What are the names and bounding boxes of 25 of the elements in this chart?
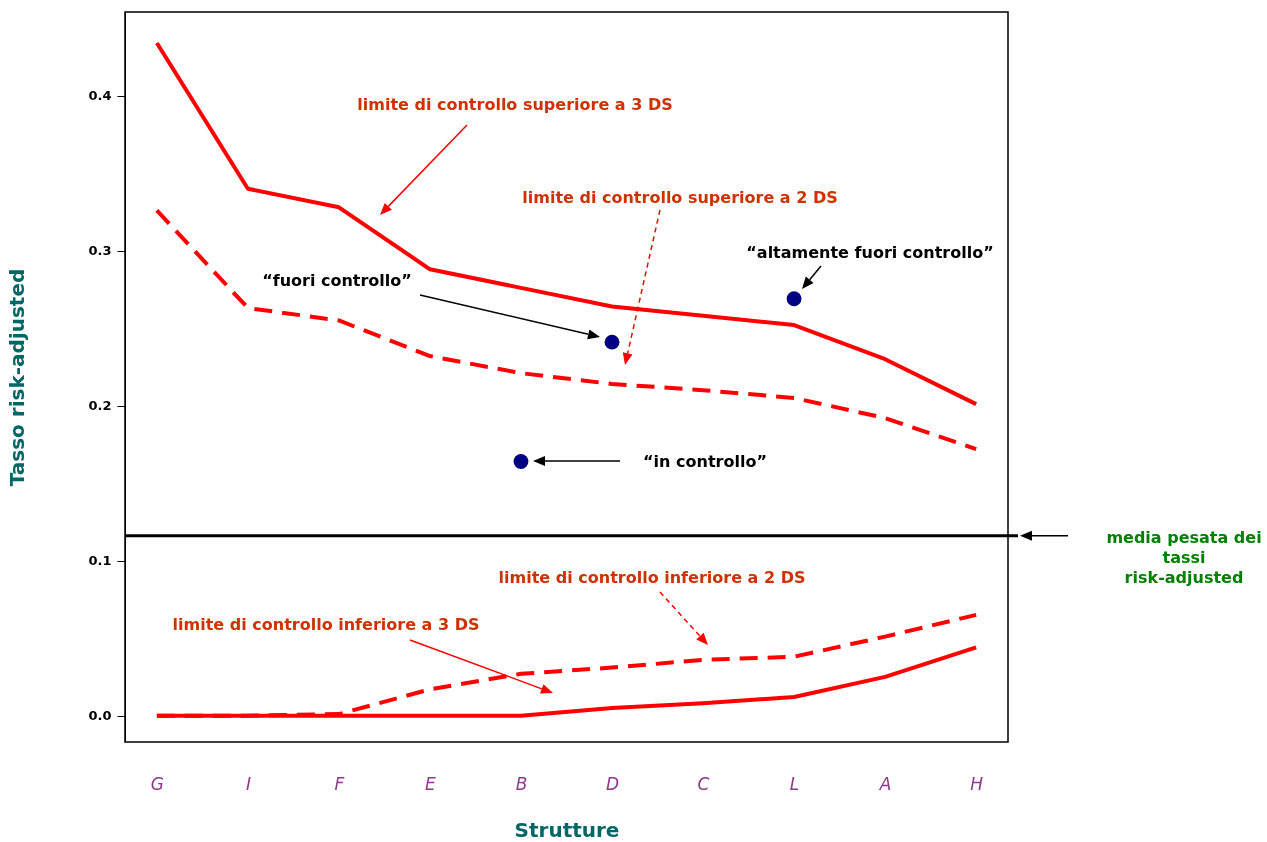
x-tick-label: F	[334, 773, 345, 794]
x-axis-title: Strutture	[514, 817, 620, 842]
x-tick-label: C	[697, 773, 710, 794]
x-tick-label: A	[878, 773, 892, 794]
y-tick-label: 0.1	[88, 553, 112, 569]
annotation: limite di controllo inferiore a 3 DS	[172, 615, 480, 634]
annotation: limite di controllo superiore a 3 DS	[357, 95, 673, 114]
annotation: “fuori controllo”	[262, 271, 412, 290]
x-tick-label: G	[150, 773, 164, 794]
annotation: limite di controllo inferiore a 2 DS	[498, 568, 806, 587]
x-tick-label: H	[970, 773, 984, 794]
x-tick-label: E	[425, 773, 437, 794]
y-tick-label: 0.0	[88, 708, 112, 724]
y-tick-label: 0.4	[88, 88, 112, 104]
y-tick-label: 0.3	[88, 243, 112, 259]
x-tick-label: I	[245, 773, 251, 794]
annotation: limite di controllo superiore a 2 DS	[522, 188, 838, 207]
y-tick-label: 0.2	[88, 398, 112, 414]
legend-label: media pesata dei tassi risk-adjusted	[1106, 527, 1262, 587]
x-tick-label: D	[605, 773, 620, 794]
x-tick-label: L	[789, 773, 800, 794]
y-axis-title: Tasso risk-adjusted	[5, 268, 30, 487]
x-tick-label: B	[515, 773, 528, 794]
annotation: “altamente fuori controllo”	[746, 243, 994, 262]
annotation: “in controllo”	[643, 452, 767, 471]
